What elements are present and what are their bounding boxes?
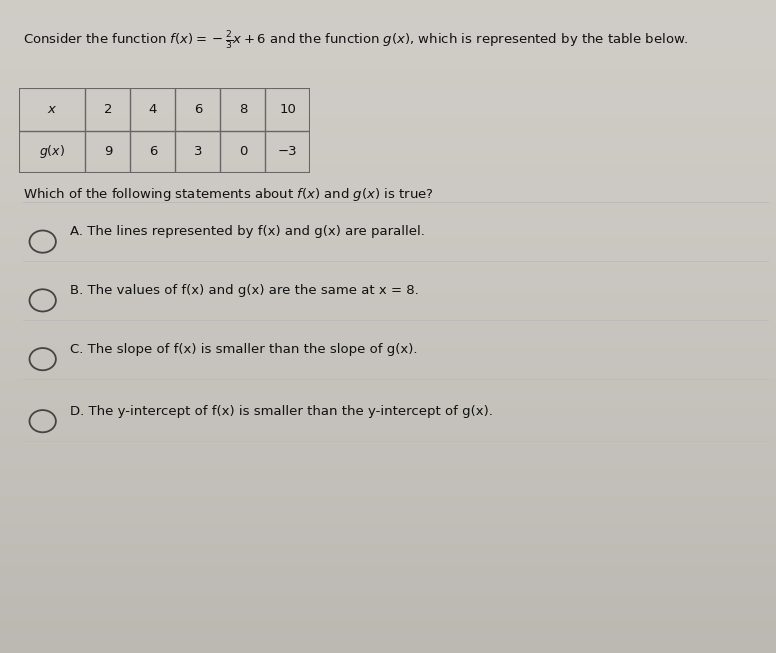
Text: 9: 9 [104, 146, 112, 158]
Text: $x$: $x$ [47, 103, 57, 116]
Text: 10: 10 [279, 103, 296, 116]
Text: 3: 3 [194, 146, 202, 158]
Text: 6: 6 [149, 146, 157, 158]
Text: B. The values of f(x) and g(x) are the same at x = 8.: B. The values of f(x) and g(x) are the s… [70, 284, 418, 297]
Text: 2: 2 [104, 103, 112, 116]
Text: $g(x)$: $g(x)$ [40, 143, 65, 161]
Text: D. The y-intercept of f(x) is smaller than the y-intercept of g(x).: D. The y-intercept of f(x) is smaller th… [70, 405, 493, 418]
Text: 4: 4 [149, 103, 157, 116]
Text: 8: 8 [239, 103, 247, 116]
Text: Which of the following statements about $f(x)$ and $g(x)$ is true?: Which of the following statements about … [23, 186, 434, 203]
Text: 6: 6 [194, 103, 202, 116]
Text: Consider the function $f(x) = -\frac{2}{3}x + 6$ and the function $g(x)$, which : Consider the function $f(x) = -\frac{2}{… [23, 29, 689, 52]
Text: −3: −3 [278, 146, 298, 158]
Text: A. The lines represented by f(x) and g(x) are parallel.: A. The lines represented by f(x) and g(x… [70, 225, 424, 238]
Text: C. The slope of f(x) is smaller than the slope of g(x).: C. The slope of f(x) is smaller than the… [70, 343, 417, 356]
Text: 0: 0 [239, 146, 247, 158]
